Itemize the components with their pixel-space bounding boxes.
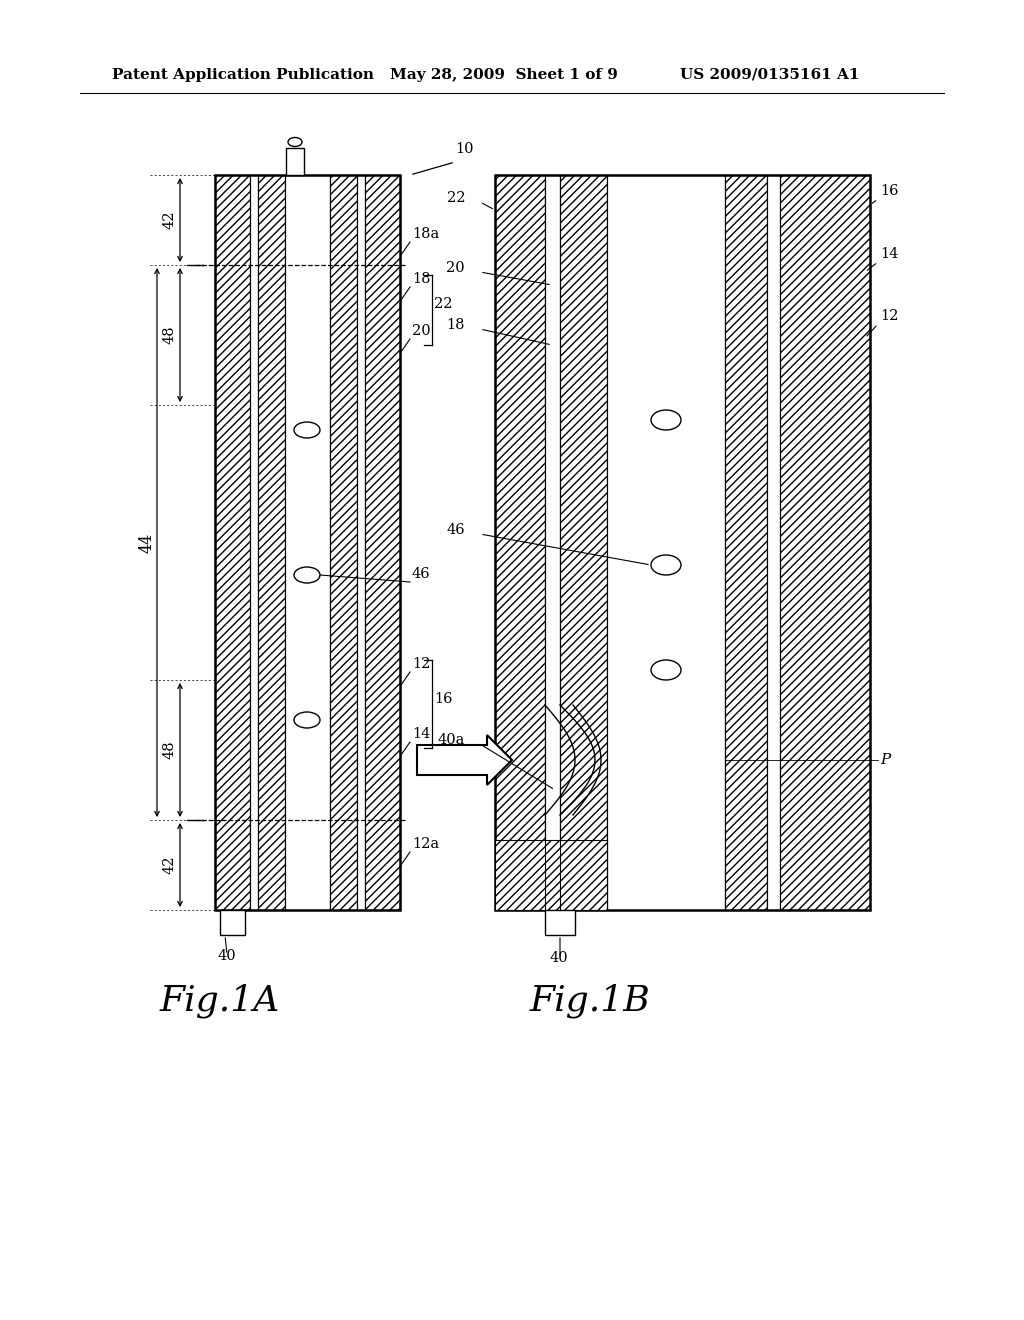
Text: 18: 18 <box>446 318 465 333</box>
Text: May 28, 2009  Sheet 1 of 9: May 28, 2009 Sheet 1 of 9 <box>390 69 617 82</box>
Bar <box>780 176 870 909</box>
Text: 12a: 12a <box>412 837 439 851</box>
Text: 40: 40 <box>550 950 568 965</box>
Ellipse shape <box>294 422 319 438</box>
Ellipse shape <box>294 711 319 729</box>
Text: 18a: 18a <box>412 227 439 242</box>
Bar <box>495 176 545 909</box>
Bar <box>286 148 304 176</box>
Text: 22: 22 <box>446 191 465 205</box>
Text: 20: 20 <box>446 261 465 275</box>
Ellipse shape <box>651 554 681 576</box>
Bar <box>545 909 575 935</box>
Text: 12: 12 <box>412 657 430 671</box>
Text: 14: 14 <box>880 247 898 261</box>
Bar <box>357 176 365 909</box>
Ellipse shape <box>294 568 319 583</box>
Text: 22: 22 <box>434 297 453 312</box>
Text: 18: 18 <box>412 272 430 286</box>
Text: 42: 42 <box>163 855 177 874</box>
Bar <box>285 176 330 909</box>
Bar <box>258 176 285 909</box>
Bar <box>215 176 250 909</box>
Text: US 2009/0135161 A1: US 2009/0135161 A1 <box>680 69 859 82</box>
Text: P: P <box>880 752 890 767</box>
Text: 48: 48 <box>163 326 177 345</box>
Text: 16: 16 <box>880 183 898 198</box>
Text: 10: 10 <box>455 143 473 156</box>
Text: 40a: 40a <box>437 733 465 747</box>
Text: 42: 42 <box>163 211 177 230</box>
Bar <box>250 176 258 909</box>
Bar <box>330 176 357 909</box>
Ellipse shape <box>651 660 681 680</box>
Text: 44: 44 <box>138 532 156 553</box>
Text: Patent Application Publication: Patent Application Publication <box>112 69 374 82</box>
Bar <box>607 176 725 909</box>
FancyArrow shape <box>417 735 512 785</box>
Bar <box>545 176 560 909</box>
Ellipse shape <box>288 137 302 147</box>
Bar <box>215 176 400 909</box>
Bar <box>365 176 400 909</box>
Bar <box>495 840 607 909</box>
Bar <box>495 176 870 909</box>
Text: 48: 48 <box>163 741 177 759</box>
Bar <box>220 909 245 935</box>
Text: 16: 16 <box>434 692 453 706</box>
Ellipse shape <box>651 411 681 430</box>
Bar <box>725 176 767 909</box>
Bar <box>767 176 780 909</box>
Text: Fig.1B: Fig.1B <box>530 983 650 1018</box>
Text: 46: 46 <box>412 568 431 581</box>
Bar <box>560 176 607 909</box>
Text: 46: 46 <box>446 523 465 537</box>
Text: 14: 14 <box>412 727 430 741</box>
Text: 40: 40 <box>217 949 236 964</box>
Text: 20: 20 <box>412 323 431 338</box>
Text: 12: 12 <box>880 309 898 323</box>
Text: Fig.1A: Fig.1A <box>160 983 281 1018</box>
